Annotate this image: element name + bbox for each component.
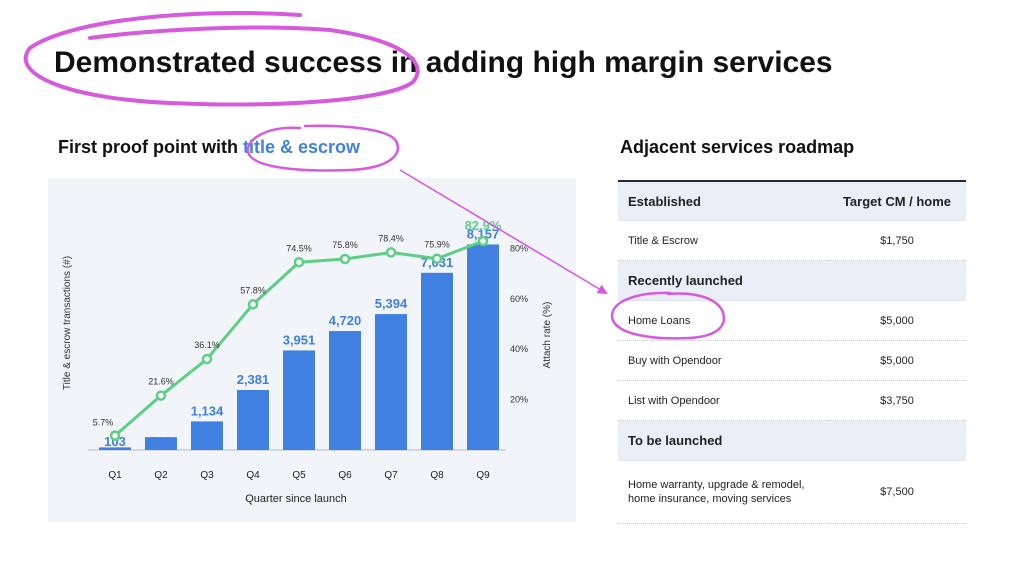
bar bbox=[329, 331, 361, 450]
line-point bbox=[339, 253, 351, 265]
bar-value-label: 3,951 bbox=[283, 332, 316, 347]
x-tick-label: Q5 bbox=[292, 470, 306, 481]
roadmap-service-value: $3,750 bbox=[828, 380, 966, 421]
bar-value-label: 1,134 bbox=[191, 403, 224, 418]
x-axis-title: Quarter since launch bbox=[245, 493, 347, 505]
roadmap-service-name: Buy with Opendoor bbox=[618, 340, 828, 381]
right-axis-title: Attach rate (%) bbox=[542, 302, 553, 369]
bar bbox=[375, 314, 407, 450]
bar-value-label: 5,394 bbox=[375, 296, 408, 311]
line-point-label: 75.8% bbox=[332, 240, 358, 250]
line-point bbox=[109, 430, 121, 441]
bar bbox=[191, 421, 223, 450]
line-point bbox=[477, 235, 489, 247]
roadmap-header-established: Established bbox=[618, 180, 828, 221]
slide-title: Demonstrated success in adding high marg… bbox=[54, 46, 833, 79]
roadmap-header-target: Target CM / home bbox=[828, 180, 966, 221]
line-point-label: 57.8% bbox=[240, 285, 266, 295]
bar bbox=[467, 244, 499, 450]
line-point bbox=[155, 390, 167, 401]
roadmap-service-value: $5,000 bbox=[828, 340, 966, 381]
x-tick-label: Q2 bbox=[154, 470, 168, 481]
line-point-label: 5.7% bbox=[93, 418, 114, 428]
roadmap-heading: Adjacent services roadmap bbox=[620, 137, 855, 157]
chart-heading: First proof point with title & escrow bbox=[58, 137, 360, 158]
roadmap-table: Established Target CM / home Title & Esc… bbox=[618, 180, 966, 524]
roadmap-section-label: To be launched bbox=[618, 420, 966, 461]
roadmap-service-value: $1,750 bbox=[828, 220, 966, 261]
line-point-label: 78.4% bbox=[378, 233, 404, 243]
line-point bbox=[201, 353, 213, 365]
roadmap-row-title-escrow: Title & Escrow $1,750 bbox=[618, 220, 966, 261]
right-axis-tick-label: 80% bbox=[510, 243, 528, 253]
line-point-label: 21.6% bbox=[148, 377, 174, 387]
bar-value-label: 4,720 bbox=[329, 313, 362, 328]
x-tick-label: Q8 bbox=[430, 470, 444, 481]
roadmap-row-buy-with-opendoor: Buy with Opendoor $5,000 bbox=[618, 340, 966, 381]
roadmap-header-row: Established Target CM / home bbox=[618, 180, 966, 221]
right-axis-tick-label: 40% bbox=[510, 344, 528, 354]
roadmap-section-recently-launched: Recently launched bbox=[618, 260, 966, 301]
bar-value-label: 2,381 bbox=[237, 372, 270, 387]
bar-value-label: 103 bbox=[104, 434, 126, 449]
line-point-label: 82.9% bbox=[465, 218, 502, 233]
x-tick-label: Q4 bbox=[246, 470, 260, 481]
x-tick-label: Q1 bbox=[108, 470, 122, 481]
roadmap-service-name: Home warranty, upgrade & remodel, home i… bbox=[618, 460, 828, 524]
x-tick-label: Q6 bbox=[338, 470, 352, 481]
bar bbox=[99, 447, 131, 450]
roadmap-section-to-be-launched: To be launched bbox=[618, 420, 966, 461]
roadmap-service-name: List with Opendoor bbox=[618, 380, 828, 421]
line-point-label: 74.5% bbox=[286, 243, 312, 253]
roadmap-row-list-with-opendoor: List with Opendoor $3,750 bbox=[618, 380, 966, 421]
line-point bbox=[293, 257, 305, 268]
chart-panel: 103 Q1 510 Q2 1,134 Q3 2,381 Q4 3,951 Q5 4,720 Q6 5,… bbox=[48, 178, 576, 522]
chart-heading-prefix: First proof point with bbox=[58, 137, 243, 157]
right-axis-tick-label: 60% bbox=[510, 294, 528, 304]
chart-heading-highlight: title & escrow bbox=[242, 137, 361, 157]
bar bbox=[237, 389, 269, 450]
bar bbox=[283, 350, 315, 450]
roadmap-section-label: Recently launched bbox=[618, 260, 966, 301]
line-point bbox=[247, 299, 259, 310]
bar bbox=[145, 437, 177, 450]
line-point-label: 75.9% bbox=[424, 240, 450, 250]
bar-value-label: 510 bbox=[150, 434, 172, 449]
roadmap-row-home-services: Home warranty, upgrade & remodel, home i… bbox=[618, 460, 966, 524]
line-point-label: 36.1% bbox=[194, 340, 220, 350]
left-axis-title: Title & escrow transactions (#) bbox=[62, 256, 73, 390]
x-tick-label: Q3 bbox=[200, 470, 214, 481]
combo-chart: 103 Q1 510 Q2 1,134 Q3 2,381 Q4 3,951 Q5 4,720 Q6 5,… bbox=[62, 218, 553, 505]
bar bbox=[421, 272, 453, 450]
line-point bbox=[385, 247, 397, 258]
roadmap-service-value: $7,500 bbox=[828, 460, 966, 524]
x-tick-label: Q7 bbox=[384, 470, 398, 481]
x-tick-label: Q9 bbox=[476, 470, 490, 481]
roadmap-service-value: $5,000 bbox=[828, 300, 966, 341]
line-point bbox=[431, 253, 443, 264]
roadmap-service-name: Home Loans bbox=[618, 300, 828, 341]
roadmap-row-home-loans: Home Loans $5,000 bbox=[618, 300, 966, 341]
roadmap-service-name: Title & Escrow bbox=[618, 220, 828, 261]
right-axis-tick-label: 20% bbox=[510, 395, 528, 405]
